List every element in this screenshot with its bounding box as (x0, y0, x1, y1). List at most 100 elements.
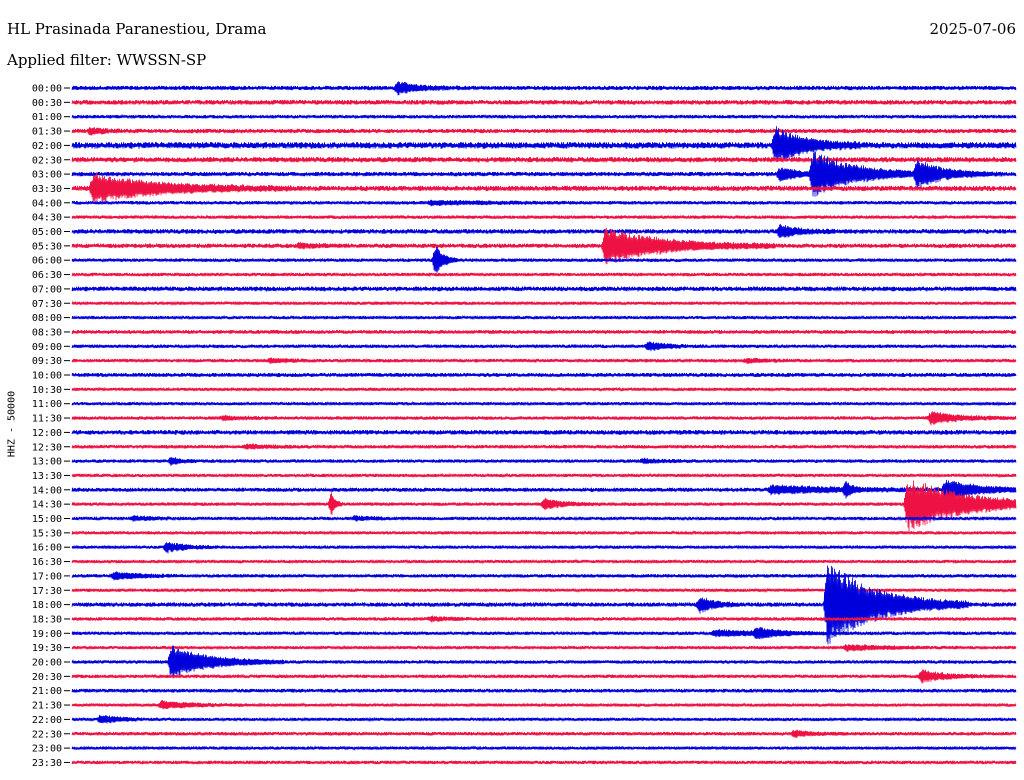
time-tick-label: 02:30 (32, 155, 62, 166)
seismic-trace (71, 157, 1017, 163)
time-tick-label: 07:00 (32, 284, 62, 295)
seismic-trace (71, 357, 1017, 364)
seismic-trace (71, 227, 1017, 265)
time-tick-label: 13:30 (32, 471, 62, 482)
seismic-trace (71, 627, 1017, 640)
time-tick-label: 20:00 (32, 658, 62, 669)
time-tick-label: 01:00 (32, 112, 62, 123)
seismic-trace (71, 571, 1017, 581)
time-tick-label: 22:00 (32, 715, 62, 726)
seismic-trace (71, 172, 1017, 203)
seismic-trace (71, 669, 1017, 684)
time-tick-label: 06:30 (32, 270, 62, 281)
time-tick-label: 10:00 (32, 371, 62, 382)
seismic-trace (71, 759, 1017, 766)
time-tick-label: 13:00 (32, 457, 62, 468)
seismic-trace (71, 429, 1017, 435)
seismic-trace (71, 529, 1017, 536)
time-tick-label: 23:00 (32, 744, 62, 755)
time-tick-label: 15:00 (32, 514, 62, 525)
seismic-trace (71, 246, 1017, 273)
seismic-trace (71, 479, 1017, 501)
seismic-trace (71, 541, 1017, 554)
seismic-trace (71, 515, 1017, 522)
seismic-trace (71, 400, 1017, 407)
time-tick-label: 00:00 (32, 84, 62, 95)
seismic-trace (71, 113, 1017, 120)
seismic-trace (71, 300, 1017, 307)
seismic-trace (71, 127, 1017, 136)
seismic-trace (71, 411, 1017, 426)
seismic-trace (71, 99, 1017, 105)
time-tick-label: 17:00 (32, 571, 62, 582)
seismic-trace (71, 644, 1017, 652)
time-tick-label: 15:30 (32, 528, 62, 539)
seismic-trace (71, 81, 1017, 96)
seismic-trace (71, 214, 1017, 220)
time-tick-label: 18:30 (32, 614, 62, 625)
seismic-trace (71, 587, 1017, 594)
seismic-trace (71, 224, 1017, 239)
seismic-trace (71, 151, 1017, 197)
filter-label: Applied filter: WWSSN-SP (7, 51, 207, 69)
seismic-trace (71, 729, 1017, 739)
time-tick-label: 04:30 (32, 213, 62, 224)
seismic-trace (71, 286, 1017, 292)
seismic-trace (71, 271, 1017, 278)
time-tick-label: 16:00 (32, 543, 62, 554)
seismic-trace (71, 386, 1017, 393)
station-title: HL Prasinada Paranestiou, Drama (7, 20, 267, 38)
time-tick-label: 17:30 (32, 586, 62, 597)
time-tick-label: 19:00 (32, 629, 62, 640)
seismic-trace (71, 645, 1017, 679)
seismic-trace (71, 443, 1017, 450)
time-tick-label: 05:30 (32, 241, 62, 252)
time-tick-label: 04:00 (32, 198, 62, 209)
time-tick-label: 00:30 (32, 98, 62, 109)
time-tick-label: 02:00 (32, 141, 62, 152)
seismic-trace (71, 314, 1017, 321)
seismic-trace (71, 565, 1017, 645)
time-tick-label: 19:30 (32, 643, 62, 654)
time-tick-label: 10:30 (32, 385, 62, 396)
seismic-trace (71, 615, 1017, 623)
time-tick-label: 12:00 (32, 428, 62, 439)
time-tick-label: 06:00 (32, 256, 62, 267)
seismic-trace (71, 687, 1017, 694)
time-tick-label: 21:30 (32, 701, 62, 712)
time-tick-label: 22:30 (32, 729, 62, 740)
seismic-trace (71, 372, 1017, 378)
time-tick-label: 11:00 (32, 399, 62, 410)
time-tick-label: 08:30 (32, 327, 62, 338)
time-tick-label: 05:00 (32, 227, 62, 238)
time-tick-label: 18:00 (32, 600, 62, 611)
time-tick-label: 16:30 (32, 557, 62, 568)
time-tick-label: 14:30 (32, 500, 62, 511)
seismic-trace (71, 480, 1017, 532)
seismic-trace (71, 699, 1017, 710)
time-tick-label: 01:30 (32, 127, 62, 138)
time-tick-label: 07:30 (32, 299, 62, 310)
seismic-trace (71, 745, 1017, 751)
time-tick-label: 23:30 (32, 758, 62, 769)
time-tick-label: 14:00 (32, 485, 62, 496)
seismic-trace (71, 126, 1017, 161)
record-date: 2025-07-06 (929, 20, 1016, 38)
time-tick-label: 21:00 (32, 686, 62, 697)
seismic-trace (71, 199, 1017, 207)
seismic-trace (71, 457, 1017, 467)
seismic-trace (71, 341, 1017, 352)
time-tick-label: 09:00 (32, 342, 62, 353)
time-tick-label: 12:30 (32, 442, 62, 453)
time-tick-label: 08:00 (32, 313, 62, 324)
seismic-trace (71, 558, 1017, 565)
time-tick-label: 03:00 (32, 170, 62, 181)
seismic-trace (71, 329, 1017, 335)
time-tick-label: 20:30 (32, 672, 62, 683)
seismic-trace (71, 714, 1017, 724)
time-tick-label: 11:30 (32, 414, 62, 425)
time-tick-label: 09:30 (32, 356, 62, 367)
seismic-trace (71, 472, 1017, 479)
time-tick-label: 03:30 (32, 184, 62, 195)
